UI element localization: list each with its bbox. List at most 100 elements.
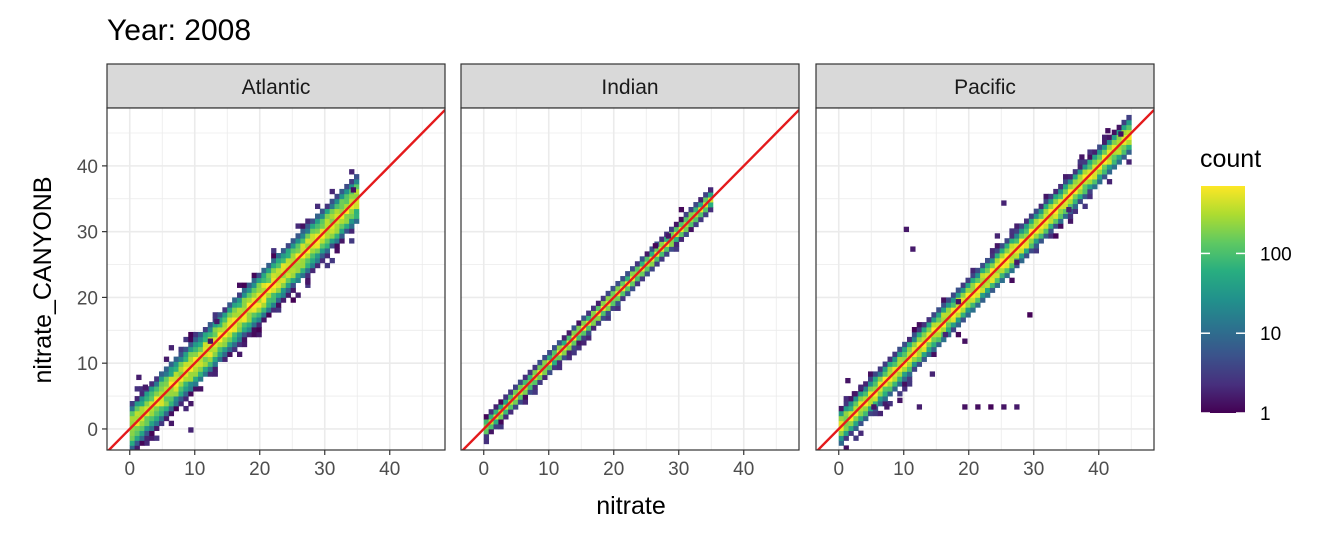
heatmap-cell (999, 277, 1005, 284)
heatmap-cell (1097, 174, 1103, 180)
heatmap-cell (693, 221, 699, 228)
heatmap-cell (315, 262, 321, 269)
heatmap-cell (1067, 179, 1074, 185)
heatmap-cell (483, 438, 490, 445)
heatmap-cell (349, 218, 355, 224)
heatmap-cell (212, 371, 218, 377)
heatmap-cell (1087, 164, 1093, 170)
heatmap-cell (522, 399, 529, 405)
heatmap-cell (488, 409, 494, 415)
heatmap-cell (334, 248, 340, 254)
heatmap-cell (261, 307, 267, 313)
heatmap-cell (1077, 193, 1083, 200)
heatmap-cell (354, 203, 360, 210)
identity-line (816, 109, 1154, 450)
heatmap-cell (1102, 159, 1108, 165)
heatmap-cell (1077, 164, 1083, 170)
heatmap-cell (868, 396, 874, 402)
heatmap-cell (129, 435, 136, 441)
heatmap-cell (329, 223, 335, 229)
heatmap-cell (1024, 248, 1030, 254)
heatmap-cell (843, 405, 849, 412)
heatmap-cell (256, 322, 262, 328)
heatmap-cell (290, 267, 296, 274)
heatmap-cell (1121, 139, 1127, 145)
heatmap-cell (493, 409, 499, 415)
heatmap-cell (173, 391, 179, 397)
heatmap-cell (882, 391, 888, 397)
heatmap-cell (975, 282, 981, 288)
heatmap-cell (261, 302, 267, 308)
heatmap-cell (1028, 218, 1035, 224)
heatmap-cell (916, 404, 923, 410)
heatmap-cell (897, 397, 903, 404)
heatmap-cell (503, 409, 509, 415)
heatmap-cell (344, 183, 350, 190)
heatmap-cell (552, 359, 558, 366)
heatmap-cell (178, 361, 184, 367)
heatmap-cell (848, 420, 854, 427)
heatmap-cell (183, 386, 189, 392)
heatmap-cell (300, 223, 306, 229)
heatmap-cell (561, 340, 568, 346)
heatmap-cell (1004, 267, 1010, 274)
heatmap-cell (241, 292, 248, 298)
heatmap-cell (936, 341, 942, 348)
heatmap-cell (339, 203, 345, 210)
heatmap-cell (527, 389, 533, 395)
heatmap-cell (159, 386, 165, 392)
heatmap-cell (232, 317, 238, 323)
heatmap-cell (188, 427, 194, 433)
heatmap-cell (139, 415, 145, 422)
heatmap-cell (198, 331, 204, 338)
heatmap-cell (271, 282, 277, 288)
heatmap-cell (310, 257, 316, 264)
heatmap-cell (1106, 134, 1113, 140)
heatmap-cell (843, 401, 849, 407)
heatmap-cell (159, 371, 165, 377)
y-tick-label: 10 (77, 354, 98, 375)
heatmap-cell (222, 312, 228, 318)
heatmap-cell (1121, 129, 1127, 136)
heatmap-cell (1043, 193, 1049, 200)
heatmap-cell (688, 206, 694, 213)
heatmap-cell (1043, 228, 1049, 234)
heatmap-cell (931, 346, 937, 353)
heatmap-cell (305, 253, 311, 259)
heatmap-cell (344, 208, 350, 214)
heatmap-cell (334, 243, 340, 249)
heatmap-cell (921, 327, 927, 333)
heatmap-cell (261, 297, 267, 303)
heatmap-cell (664, 236, 670, 242)
heatmap-cell (882, 401, 888, 407)
heatmap-cell (652, 243, 659, 249)
heatmap-cell (1097, 164, 1103, 170)
heatmap-cell (266, 282, 272, 288)
heatmap-cell (163, 391, 170, 397)
heatmap-cell (149, 401, 155, 407)
heatmap-cell (843, 425, 849, 431)
heatmap-cell (1106, 139, 1113, 145)
heatmap-cell (950, 307, 957, 313)
heatmap-cell (227, 346, 233, 353)
facet-strip-label: Indian (601, 76, 658, 99)
heatmap-cell (552, 350, 558, 356)
heatmap-cell (217, 356, 223, 362)
heatmap-cell (999, 253, 1005, 259)
facet-panels: Atlantic 0 10 20 30 40 0 10 20 30 40 Indian 0 10 20 30 4… (77, 63, 1155, 480)
heatmap-cell (349, 208, 355, 214)
heatmap-cell (1033, 218, 1040, 224)
heatmap-cell (863, 386, 869, 392)
heatmap-cell (202, 336, 209, 343)
heatmap-cell (877, 401, 884, 407)
heatmap-cell (985, 257, 991, 264)
heatmap-cell (349, 213, 355, 219)
heatmap-cell (673, 226, 680, 233)
y-tick-label: 40 (77, 157, 98, 178)
heatmap-cell (1043, 218, 1049, 224)
heatmap-cell (207, 356, 214, 362)
heatmap-cell (931, 317, 937, 323)
x-tick-label: 10 (538, 459, 559, 480)
heatmap-cell (892, 351, 898, 358)
heatmap-cell (887, 376, 893, 382)
